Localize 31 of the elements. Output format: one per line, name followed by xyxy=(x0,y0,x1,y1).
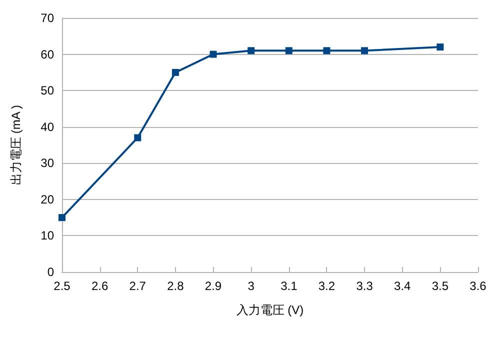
x-tick-label: 3.1 xyxy=(280,279,298,293)
x-tick-label: 3.4 xyxy=(394,279,412,293)
x-tick-label: 2.5 xyxy=(54,279,71,293)
x-tick-label: 3.3 xyxy=(356,279,374,293)
y-tick-label: 40 xyxy=(40,120,54,134)
x-tick-label: 3.5 xyxy=(432,279,449,293)
point xyxy=(436,44,444,51)
x-tick-label: 3 xyxy=(248,279,255,293)
point xyxy=(134,134,142,142)
y-tick-label: 10 xyxy=(40,228,54,243)
x-tick-label: 2.7 xyxy=(129,279,146,293)
point xyxy=(285,47,292,54)
x-tick-label: 2.9 xyxy=(204,279,222,293)
y-tick-label: 20 xyxy=(40,192,54,206)
y-tick-label: 60 xyxy=(40,47,54,62)
point xyxy=(248,47,255,54)
x-tick-label: 2.6 xyxy=(91,279,108,293)
point xyxy=(210,50,217,58)
point xyxy=(323,47,330,54)
x-tick-label: 2.8 xyxy=(167,279,184,293)
point xyxy=(361,47,368,54)
x-tick-label: 3.6 xyxy=(470,279,487,293)
y-tick-label: 70 xyxy=(40,11,54,25)
x-axis-title: 入力電圧 (V) xyxy=(236,303,304,317)
point xyxy=(58,214,66,222)
x-tick-label: 3.2 xyxy=(318,279,336,293)
y-axis-title: 出力電圧 (mA ) xyxy=(9,105,23,185)
y-tick-label: 50 xyxy=(40,84,54,98)
y-tick-label: 30 xyxy=(40,156,54,170)
y-tick-label: 0 xyxy=(47,265,54,279)
point xyxy=(172,68,179,76)
